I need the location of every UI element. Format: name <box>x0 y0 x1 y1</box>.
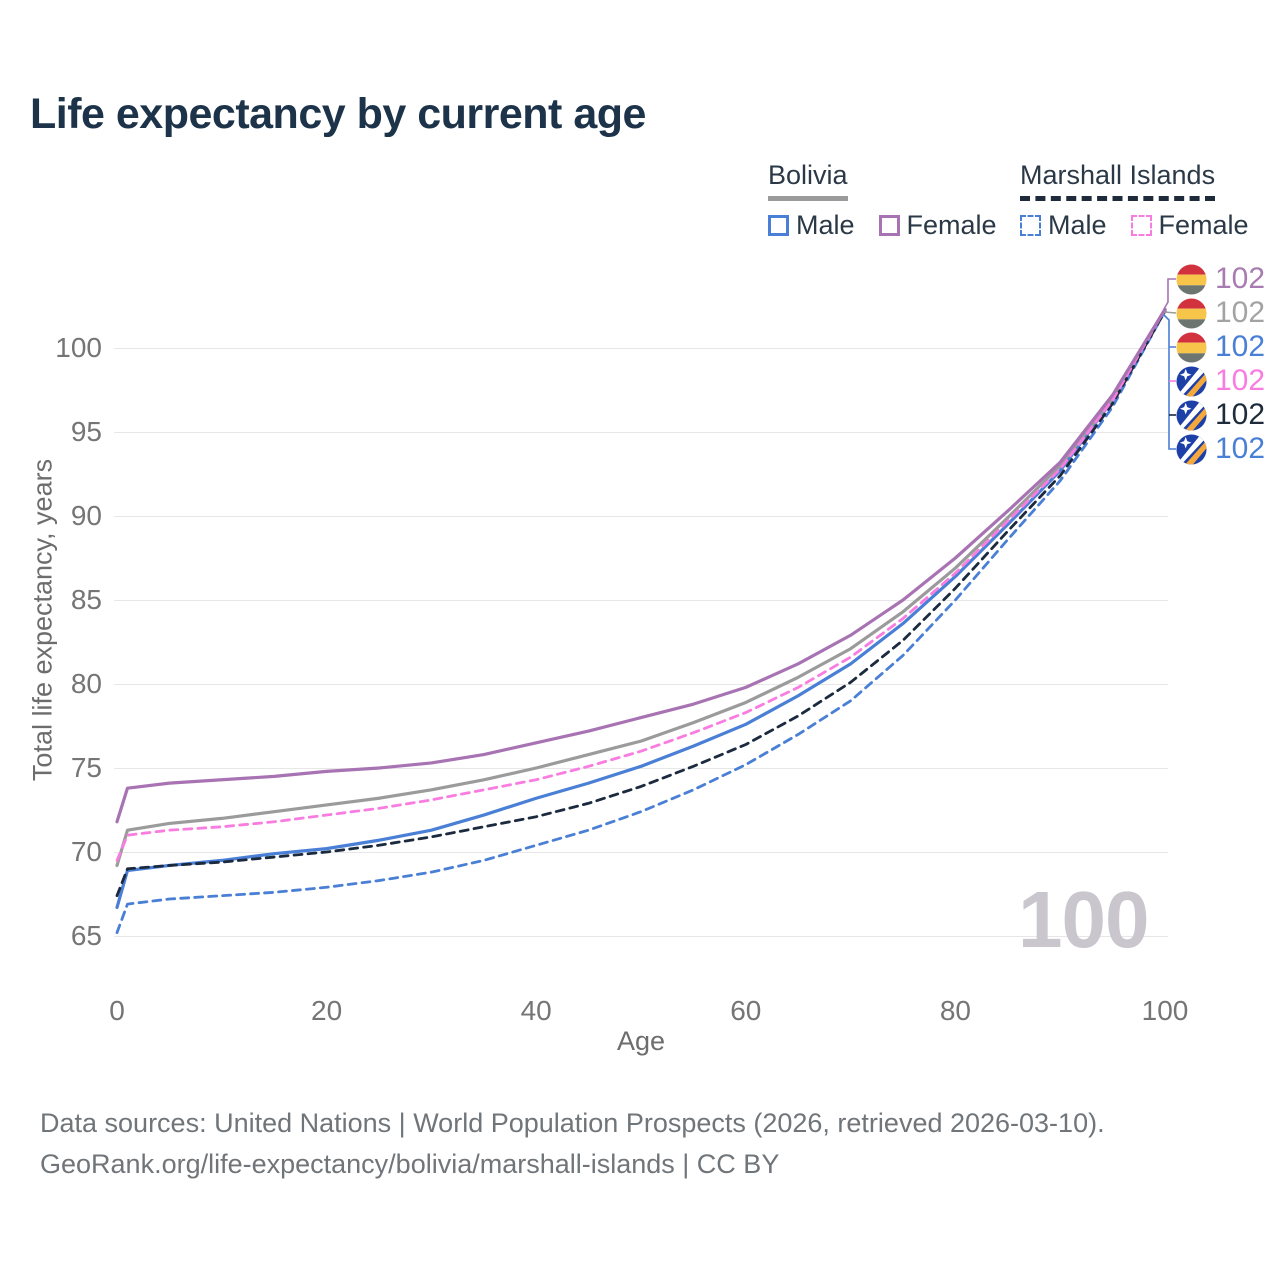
legend-swatch-marshall-female-icon <box>1130 215 1152 236</box>
y-axis-title: Total life expectancy, years <box>27 458 58 782</box>
end-value: 102 <box>1215 364 1266 397</box>
x-tick-label-100: 100 <box>1141 995 1189 1026</box>
x-tick-label-0: 0 <box>109 995 125 1026</box>
legend-group-marshall-islands: Marshall Islands Male Female <box>1020 160 1249 241</box>
x-tick-label-80: 80 <box>939 995 971 1026</box>
end-value: 102 <box>1215 398 1266 431</box>
end-label-leader-line <box>1163 314 1176 450</box>
legend-group-bolivia: Bolivia Male Female <box>768 160 997 241</box>
y-tick-label-85: 85 <box>70 584 102 615</box>
end-value: 102 <box>1215 432 1266 465</box>
gridline-y-90 <box>114 516 1168 517</box>
x-tick-label-40: 40 <box>520 995 552 1026</box>
end-value: 102 <box>1215 262 1266 295</box>
legend-item-label: Female <box>1158 210 1249 240</box>
gridline-y-75 <box>114 768 1168 769</box>
legend-item-label: Male <box>796 210 855 240</box>
gridline-y-80 <box>114 684 1168 685</box>
y-tick-label-65: 65 <box>70 920 102 951</box>
series-line-marshall-islands-male[interactable] <box>115 309 1167 935</box>
series-line-bolivia-both-sexes[interactable] <box>115 307 1167 868</box>
legend-group-title-marshall-islands[interactable]: Marshall Islands <box>1020 160 1216 201</box>
end-label-leader-line <box>1163 278 1176 310</box>
legend-item-bolivia-female[interactable]: Female <box>878 210 997 241</box>
series-line-bolivia-female[interactable] <box>115 307 1167 824</box>
end-label-marshall-islands-male[interactable]: 102 <box>1176 432 1265 466</box>
legend-item-label: Female <box>906 210 997 240</box>
y-tick-label-90: 90 <box>70 500 102 531</box>
marshall-islands-flag-icon <box>1176 365 1207 397</box>
legend-group-title-bolivia[interactable]: Bolivia <box>768 160 848 201</box>
end-label-leader-line <box>1163 311 1177 314</box>
y-tick-label-80: 80 <box>70 668 102 699</box>
series-line-marshall-islands-female[interactable] <box>115 307 1167 862</box>
legend-items-bolivia: Male Female <box>768 210 997 241</box>
footer-attribution: GeoRank.org/life-expectancy/bolivia/mars… <box>40 1149 780 1179</box>
page-title: Life expectancy by current age <box>30 90 646 138</box>
bolivia-flag-icon <box>1176 331 1207 363</box>
gridline-y-95 <box>114 432 1168 433</box>
y-tick-label-100: 100 <box>55 332 102 363</box>
x-tick-label-60: 60 <box>730 995 762 1026</box>
end-label-marshall-islands-both-sexes[interactable]: 102 <box>1176 398 1265 432</box>
y-tick-label-95: 95 <box>70 416 102 447</box>
x-tick-label-20: 20 <box>311 995 343 1026</box>
marshall-islands-flag-icon <box>1176 433 1207 465</box>
end-label-bolivia-both-sexes[interactable]: 102 <box>1176 296 1265 330</box>
end-label-bolivia-female[interactable]: 102 <box>1176 262 1265 296</box>
legend-item-marshall-male[interactable]: Male <box>1020 210 1107 241</box>
end-label-bolivia-male[interactable]: 102 <box>1176 330 1265 364</box>
end-value: 102 <box>1215 296 1266 329</box>
bolivia-flag-icon <box>1176 263 1207 295</box>
legend-item-label: Male <box>1048 210 1107 240</box>
end-value: 102 <box>1215 330 1266 363</box>
series-line-bolivia-male[interactable] <box>115 307 1167 910</box>
legend-items-marshall-islands: Male Female <box>1020 210 1249 241</box>
series-line-marshall-islands-both-sexes[interactable] <box>115 309 1167 898</box>
x-axis-title: Age <box>616 1026 666 1056</box>
legend-swatch-bolivia-female-icon <box>878 215 900 236</box>
legend-item-marshall-female[interactable]: Female <box>1130 210 1249 241</box>
gridline-y-85 <box>114 600 1168 601</box>
y-tick-label-70: 70 <box>70 836 102 867</box>
marshall-islands-flag-icon <box>1176 399 1207 431</box>
end-label-marshall-islands-female[interactable]: 102 <box>1176 364 1265 398</box>
gridline-y-100 <box>114 348 1168 349</box>
y-tick-label-75: 75 <box>70 752 102 783</box>
gridline-y-70 <box>114 852 1168 853</box>
legend-item-bolivia-male[interactable]: Male <box>768 210 855 241</box>
bolivia-flag-icon <box>1176 297 1207 329</box>
legend-swatch-marshall-male-icon <box>1020 215 1041 236</box>
age-watermark: 100 <box>1018 875 1149 964</box>
legend-swatch-bolivia-male-icon <box>768 215 789 236</box>
footer-data-sources: Data sources: United Nations | World Pop… <box>40 1108 1105 1138</box>
gridline-y-65 <box>114 936 1168 937</box>
